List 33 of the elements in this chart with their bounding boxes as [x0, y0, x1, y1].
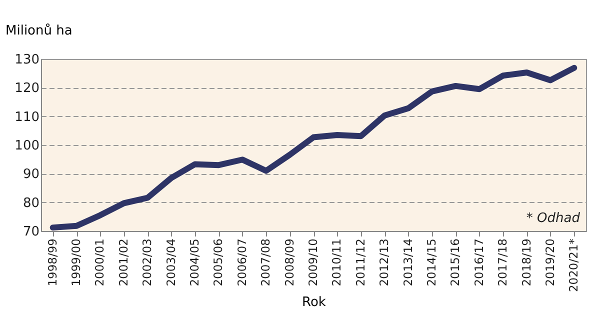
y-tick-label: 100 [14, 138, 40, 154]
x-tick-label: 1999/00 [69, 238, 84, 286]
x-tick-label: 2016/17 [472, 238, 486, 286]
x-tick-label: 2004/05 [188, 238, 202, 286]
x-tick-label: 2003/04 [164, 238, 178, 286]
x-tick-label: 1998/99 [45, 238, 60, 286]
x-tick-label: 2000/01 [92, 238, 107, 286]
x-tick-label: 2001/02 [116, 238, 130, 286]
x-tick-label: 2006/07 [234, 238, 249, 286]
y-tick-label: 90 [22, 167, 40, 182]
x-tick-label: 2005/06 [211, 238, 226, 286]
x-tick-label: 2013/14 [400, 238, 415, 286]
x-tick-label: 2008/09 [282, 238, 296, 286]
y-tick-label: 70 [22, 224, 40, 240]
y-tick-label: 80 [22, 196, 40, 211]
x-axis-title: Rok [302, 295, 326, 310]
x-tick-label: 2011/12 [353, 238, 368, 286]
x-tick-label: 2012/13 [377, 238, 392, 286]
x-tick-label: 2007/08 [258, 238, 273, 286]
x-tick-label: 2009/10 [306, 238, 320, 286]
y-tick-label: 130 [14, 52, 40, 68]
x-tick-label: 2019/20 [542, 238, 557, 286]
x-tick-label: 2014/15 [424, 238, 438, 286]
y-axis-title: Milionů ha [6, 22, 72, 38]
annotation: * Odhad [526, 211, 581, 226]
x-tick-label: 2015/16 [448, 238, 462, 286]
x-tick-label: 2018/19 [519, 238, 534, 286]
y-tick-label: 110 [14, 110, 40, 125]
x-tick-label: 2020/21* [566, 238, 581, 292]
x-tick-label: 2017/18 [496, 238, 510, 286]
y-tick-label: 120 [14, 81, 40, 96]
x-tick-label: 2002/03 [140, 238, 154, 286]
x-tick-label: 2010/11 [330, 238, 344, 286]
